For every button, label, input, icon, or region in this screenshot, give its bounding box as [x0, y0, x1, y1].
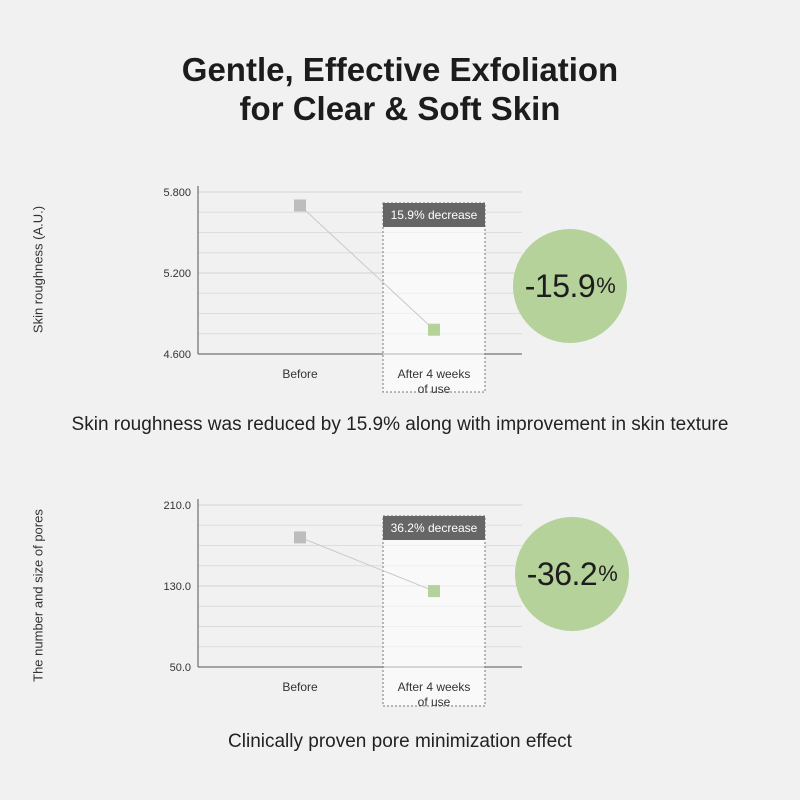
highlight-unit: %	[598, 561, 618, 586]
chart-caption: Skin roughness was reduced by 15.9% alon…	[71, 414, 729, 435]
after-highlight-box	[382, 515, 486, 707]
x-category-label: After 4 weeks	[398, 680, 471, 694]
y-tick-label: 5.800	[163, 187, 191, 199]
y-tick-label: 210.0	[163, 500, 191, 512]
decrease-badge-label: 36.2% decrease	[391, 521, 478, 535]
decrease-badge	[383, 203, 485, 227]
highlight-value: -36.2	[526, 555, 598, 592]
chart-caption: Clinically proven pore minimization effe…	[228, 731, 572, 752]
series-line	[299, 536, 435, 592]
after-point	[428, 585, 440, 598]
decrease-badge	[383, 516, 485, 540]
before-point	[294, 199, 306, 212]
x-category-label: After 4 weeks	[398, 367, 471, 381]
after-point	[428, 323, 440, 336]
title-line-2: for Clear & Soft Skin	[239, 90, 561, 127]
highlight-circle: -15.9%	[513, 229, 627, 343]
decrease-badge-label: 15.9% decrease	[391, 208, 478, 222]
highlight-unit: %	[596, 273, 616, 298]
before-point	[294, 531, 306, 544]
page-title: Gentle, Effective Exfoliation for Clear …	[0, 50, 800, 128]
x-category-label: Before	[282, 367, 318, 381]
highlight-circle: -36.2%	[515, 517, 629, 631]
x-category-label: Before	[282, 680, 318, 694]
y-tick-label: 130.0	[163, 581, 191, 593]
y-tick-label: 50.0	[170, 662, 191, 674]
roughness-chart: 4.600 5.200 5.800 15.9% decrease Before After…	[163, 186, 522, 396]
series-line	[299, 205, 435, 331]
x-category-label: of use	[418, 695, 451, 709]
highlight-value: -15.9	[524, 267, 596, 304]
title-line-1: Gentle, Effective Exfoliation	[181, 51, 619, 88]
y-tick-label: 5.200	[163, 268, 191, 280]
y-tick-label: 4.600	[163, 349, 191, 361]
x-category-label: of use	[418, 382, 451, 396]
after-highlight-box	[382, 202, 486, 393]
